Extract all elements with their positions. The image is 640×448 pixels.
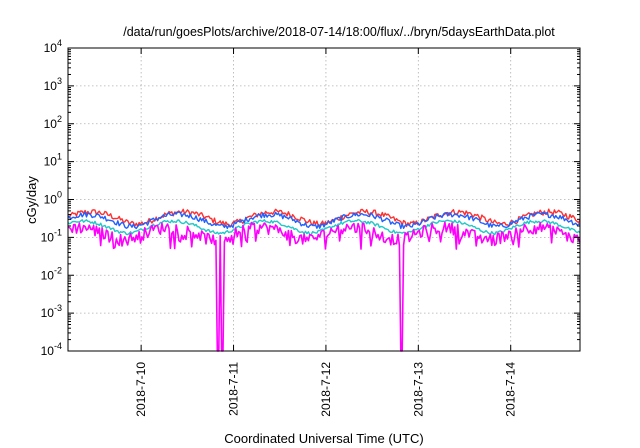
x-tick-label: 2018-7-13 — [411, 362, 425, 417]
y-tick-label: 100 — [44, 190, 62, 207]
x-tick-label: 2018-7-12 — [319, 362, 333, 417]
y-axis-title: cGy/day — [24, 176, 39, 224]
x-axis-title: Coordinated Universal Time (UTC) — [224, 431, 423, 446]
x-tick-label: 2018-7-11 — [227, 362, 241, 416]
axes: 10-4 10-3 10-2 10-1 100 101 102 103 104 2018-7-10… — [41, 38, 580, 417]
y-tick-label: 104 — [44, 38, 62, 55]
series-line — [67, 221, 581, 352]
y-tick-label: 103 — [44, 76, 62, 93]
x-tick-label: 2018-7-10 — [134, 362, 148, 417]
y-tick-label: 101 — [44, 152, 62, 169]
grid — [68, 48, 580, 351]
y-tick-label: 10-3 — [41, 303, 62, 320]
series-line — [67, 211, 581, 230]
series-layer — [67, 208, 581, 352]
chart-title: /data/run/goesPlots/archive/2018-07-14/1… — [123, 25, 555, 39]
y-tick-label: 10-4 — [41, 341, 62, 358]
y-tick-label: 10-1 — [41, 227, 62, 244]
y-tick-label: 10-2 — [41, 265, 62, 282]
y-tick-label: 102 — [44, 114, 62, 131]
x-tick-label: 2018-7-14 — [504, 362, 518, 417]
series-line — [67, 218, 581, 236]
series-line — [67, 208, 581, 228]
